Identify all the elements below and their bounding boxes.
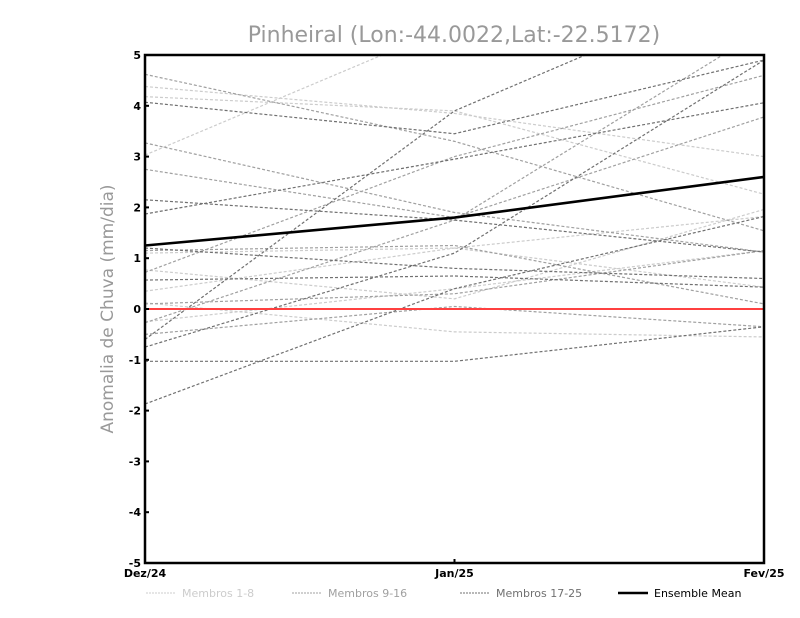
member-line-2-8: [145, 249, 764, 305]
member-line-1-4: [145, 208, 764, 300]
legend-label: Membros 9-16: [328, 587, 407, 600]
y-tick-label: 3: [133, 151, 141, 164]
y-tick-label: 2: [133, 201, 141, 214]
y-tick-label: 0: [133, 303, 141, 316]
member-line-2-7: [145, 305, 764, 335]
y-tick-label: -3: [129, 455, 141, 468]
member-line-3-4: [145, 247, 764, 280]
legend-label: Membros 1-8: [182, 587, 254, 600]
y-tick-label: 5: [133, 49, 141, 62]
member-line-1-7: [145, 249, 764, 323]
member-line-2-1: [145, 73, 764, 232]
member-line-2-4: [145, 74, 764, 273]
y-axis-label: Anomalia de Chuva (mm/dia): [98, 184, 118, 433]
member-line-3-2: [145, 199, 764, 253]
member-line-1-5: [145, 215, 764, 292]
x-tick-label: Dez/24: [124, 567, 167, 580]
chart-title: Pinheiral (Lon:-44.0022,Lat:-22.5172): [248, 23, 661, 48]
member-line-1-1: [145, 85, 764, 158]
member-line-3-5: [145, 275, 764, 288]
member-line-3-1: [145, 59, 764, 135]
member-line-1-6: [145, 302, 764, 338]
x-tick-label: Fev/25: [743, 567, 784, 580]
legend-label: Membros 17-25: [496, 587, 582, 600]
member-line-1-2: [145, 96, 764, 195]
y-tick-label: -5: [129, 557, 141, 570]
x-tick-label: Jan/25: [434, 567, 474, 580]
member-line-2-6: [145, 244, 764, 305]
y-tick-label: -4: [129, 506, 142, 519]
member-line-3-9: [145, 215, 764, 405]
legend-label: Ensemble Mean: [654, 587, 741, 600]
y-tick-label: 1: [133, 252, 141, 265]
member-line-1-3: [145, 55, 384, 156]
member-line-1-8: [145, 247, 764, 288]
member-line-3-7: [145, 59, 764, 348]
y-tick-label: -1: [129, 354, 141, 367]
y-tick-label: -2: [129, 405, 141, 418]
member-line-3-8: [145, 326, 764, 362]
member-line-2-2: [145, 142, 764, 253]
member-line-2-3: [145, 116, 764, 219]
ensemble-mean-line: [145, 175, 764, 247]
y-tick-label: 4: [133, 100, 141, 113]
member-line-3-3: [145, 102, 764, 215]
